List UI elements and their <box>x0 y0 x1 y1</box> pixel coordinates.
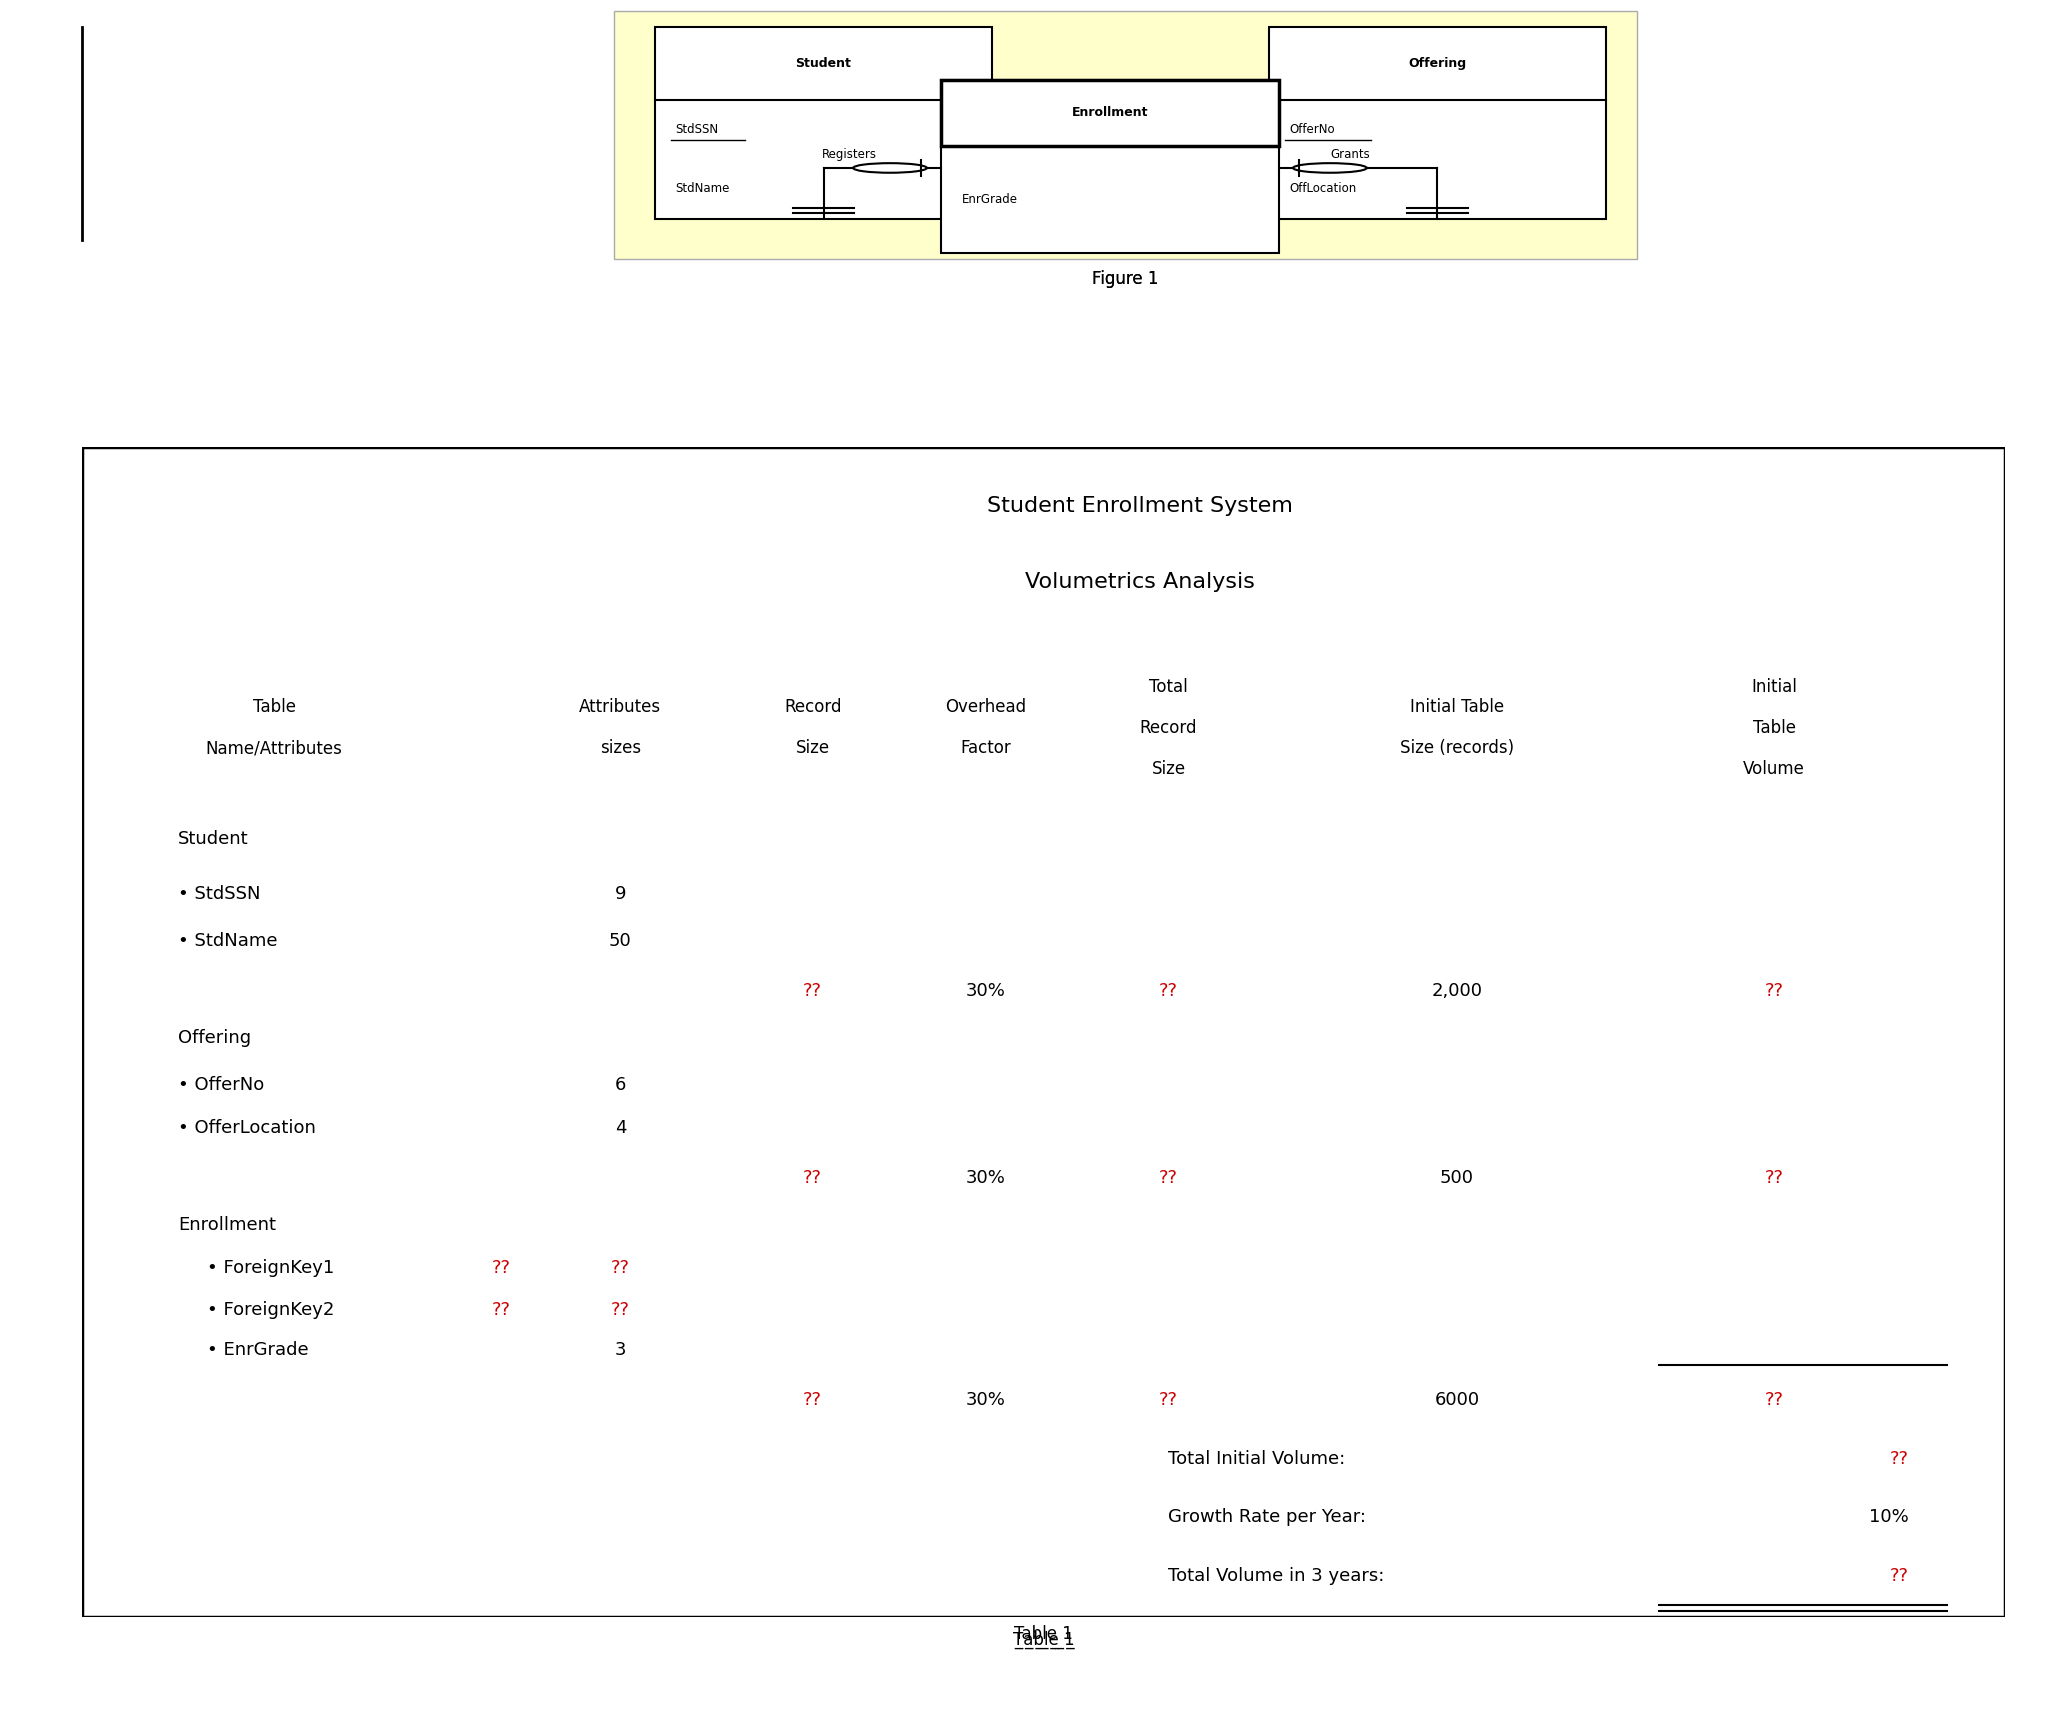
Text: • EnrGrade: • EnrGrade <box>207 1342 309 1359</box>
Circle shape <box>1293 163 1367 172</box>
Text: EnrGrade: EnrGrade <box>962 193 1017 206</box>
Text: Name/Attributes: Name/Attributes <box>207 740 342 757</box>
Text: ??: ?? <box>804 1391 822 1409</box>
Text: OfferNo: OfferNo <box>1289 122 1334 136</box>
Text: 500: 500 <box>1440 1170 1473 1187</box>
Text: sizes: sizes <box>599 740 640 757</box>
Text: 50: 50 <box>610 932 632 949</box>
Circle shape <box>853 163 927 172</box>
Text: Initial: Initial <box>1751 678 1796 697</box>
Text: Table: Table <box>1753 719 1796 736</box>
Text: Record: Record <box>784 698 841 717</box>
Text: Student: Student <box>796 57 851 69</box>
Text: Total: Total <box>1150 678 1189 697</box>
Text: Student Enrollment System: Student Enrollment System <box>986 495 1293 516</box>
Text: Enrollment: Enrollment <box>178 1216 276 1233</box>
Text: ??: ?? <box>1766 982 1784 999</box>
FancyBboxPatch shape <box>614 10 1637 258</box>
Text: Size: Size <box>796 740 831 757</box>
Text: • StdName: • StdName <box>178 932 278 949</box>
Text: • ForeignKey1: • ForeignKey1 <box>207 1259 340 1278</box>
Text: Factor: Factor <box>960 740 1011 757</box>
Text: Grants: Grants <box>1330 148 1371 162</box>
Text: Attributes: Attributes <box>579 698 661 717</box>
Text: Overhead: Overhead <box>945 698 1027 717</box>
Text: 6000: 6000 <box>1434 1391 1479 1409</box>
Text: 30%: 30% <box>966 1391 1007 1409</box>
Text: ??: ?? <box>612 1259 630 1278</box>
Text: Table: Table <box>252 698 297 717</box>
Text: ??: ?? <box>1891 1450 1909 1467</box>
Text: Growth Rate per Year:: Growth Rate per Year: <box>1168 1508 1367 1526</box>
Text: Figure 1: Figure 1 <box>1093 270 1158 287</box>
Text: 2,000: 2,000 <box>1432 982 1483 999</box>
Text: Initial Table: Initial Table <box>1410 698 1504 717</box>
Text: ??: ?? <box>1158 1170 1178 1187</box>
Text: • ForeignKey2: • ForeignKey2 <box>207 1302 340 1319</box>
Text: ??: ?? <box>491 1259 512 1278</box>
Text: 30%: 30% <box>966 1170 1007 1187</box>
Text: OffLocation: OffLocation <box>1289 182 1356 196</box>
Text: Total Volume in 3 years:: Total Volume in 3 years: <box>1168 1567 1385 1584</box>
Bar <box>655 28 992 218</box>
Text: Offering: Offering <box>1408 57 1467 69</box>
Text: 3: 3 <box>614 1342 626 1359</box>
Text: 9: 9 <box>614 886 626 903</box>
Text: Size: Size <box>1152 760 1185 777</box>
Text: Offering: Offering <box>178 1029 252 1047</box>
Text: ??: ?? <box>804 982 822 999</box>
Text: Volumetrics Analysis: Volumetrics Analysis <box>1025 571 1254 592</box>
Text: ??: ?? <box>1766 1170 1784 1187</box>
Text: Enrollment: Enrollment <box>1072 107 1148 119</box>
Text: • OfferNo: • OfferNo <box>178 1075 264 1094</box>
Text: StdName: StdName <box>675 182 730 196</box>
Text: 10%: 10% <box>1870 1508 1909 1526</box>
Text: Record: Record <box>1140 719 1197 736</box>
Text: ??: ?? <box>804 1170 822 1187</box>
Text: ??: ?? <box>491 1302 512 1319</box>
Text: Figure 1: Figure 1 <box>1093 270 1158 287</box>
Text: • StdSSN: • StdSSN <box>178 886 260 903</box>
Text: Total Initial Volume:: Total Initial Volume: <box>1168 1450 1346 1467</box>
Text: • OfferLocation: • OfferLocation <box>178 1120 315 1137</box>
Bar <box>941 79 1279 253</box>
Text: 6: 6 <box>614 1075 626 1094</box>
Text: ??: ?? <box>612 1302 630 1319</box>
Text: Registers: Registers <box>822 148 876 162</box>
Text: Student: Student <box>178 831 250 848</box>
Text: 30%: 30% <box>966 982 1007 999</box>
Text: Size (records): Size (records) <box>1399 740 1514 757</box>
Text: Enrollment: Enrollment <box>1072 107 1148 119</box>
Bar <box>941 79 1279 146</box>
Text: ??: ?? <box>1158 1391 1178 1409</box>
Bar <box>1269 28 1606 218</box>
Text: StdSSN: StdSSN <box>675 122 718 136</box>
Text: 4: 4 <box>614 1120 626 1137</box>
Text: ??: ?? <box>1891 1567 1909 1584</box>
Text: ??: ?? <box>1158 982 1178 999</box>
Text: T̲a̲b̲l̲e̲ ̲1̲: T̲a̲b̲l̲e̲ ̲1̲ <box>1013 1631 1074 1649</box>
Text: Table 1: Table 1 <box>1015 1625 1072 1643</box>
Text: ??: ?? <box>1766 1391 1784 1409</box>
Text: Volume: Volume <box>1743 760 1805 777</box>
